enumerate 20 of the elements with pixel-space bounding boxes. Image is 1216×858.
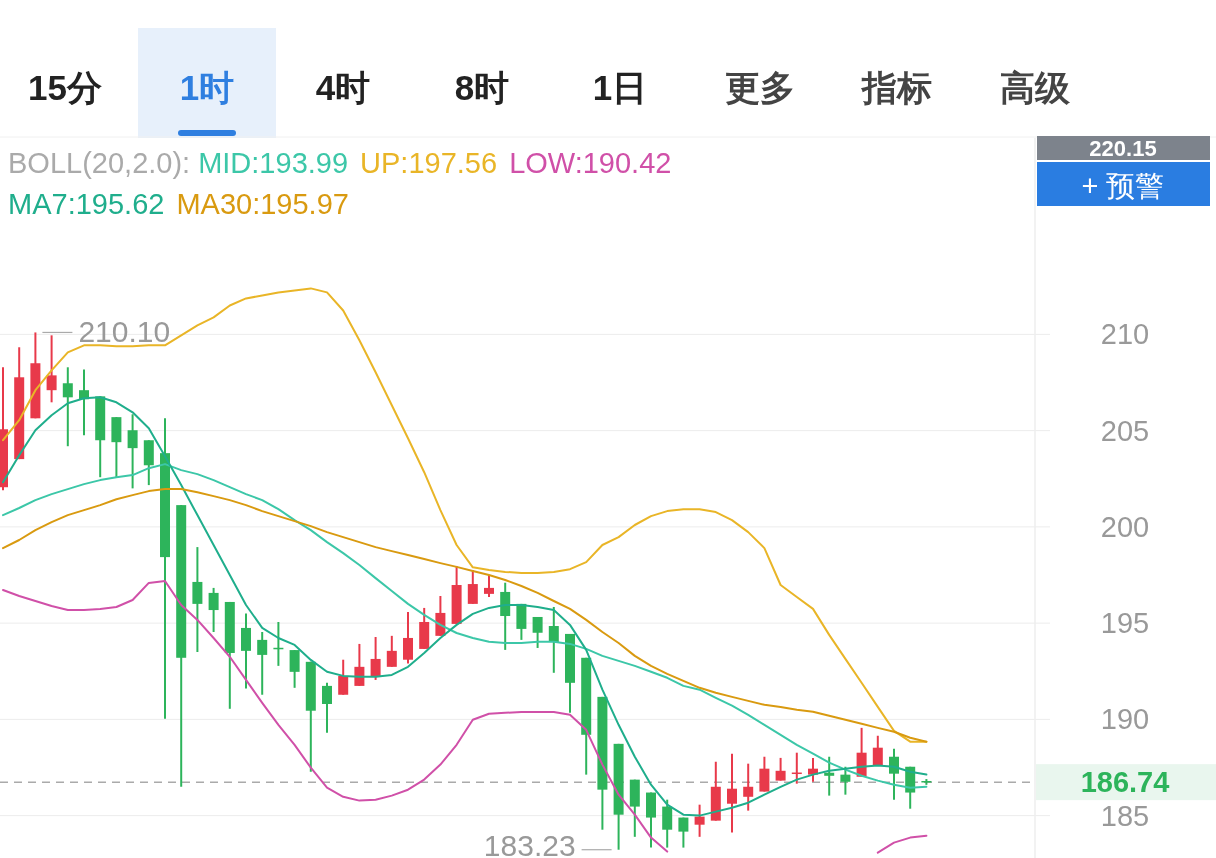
y-tick-label: 195 — [1100, 607, 1150, 640]
text: 高级 — [1000, 68, 1071, 107]
text: 1时 — [179, 68, 235, 107]
legend: BOLL(20,2.0): MID:193.99 UP:197.56 LOW:190.42 MA7:195.62 MA30:195.97 — [8, 147, 672, 220]
annotation: 210.10 — [78, 315, 171, 349]
text: 更多 — [725, 68, 795, 107]
text: 220.15 — [1089, 136, 1157, 161]
text: 15分 — [28, 68, 102, 107]
y-tick-label: 210 — [1100, 318, 1150, 351]
annotation: 183.23 — [483, 829, 576, 858]
text: 1日 — [592, 68, 648, 107]
ref-line-label: 186.74 — [1080, 766, 1170, 799]
text: 8时 — [454, 68, 510, 107]
y-tick-label: 200 — [1100, 510, 1150, 543]
text: 4时 — [315, 68, 371, 107]
text: + 预警 — [1081, 170, 1165, 202]
text: 指标 — [860, 68, 932, 107]
y-tick-label: 185 — [1100, 799, 1150, 832]
y-tick-label: 190 — [1100, 703, 1150, 736]
y-tick-label: 205 — [1100, 414, 1150, 447]
